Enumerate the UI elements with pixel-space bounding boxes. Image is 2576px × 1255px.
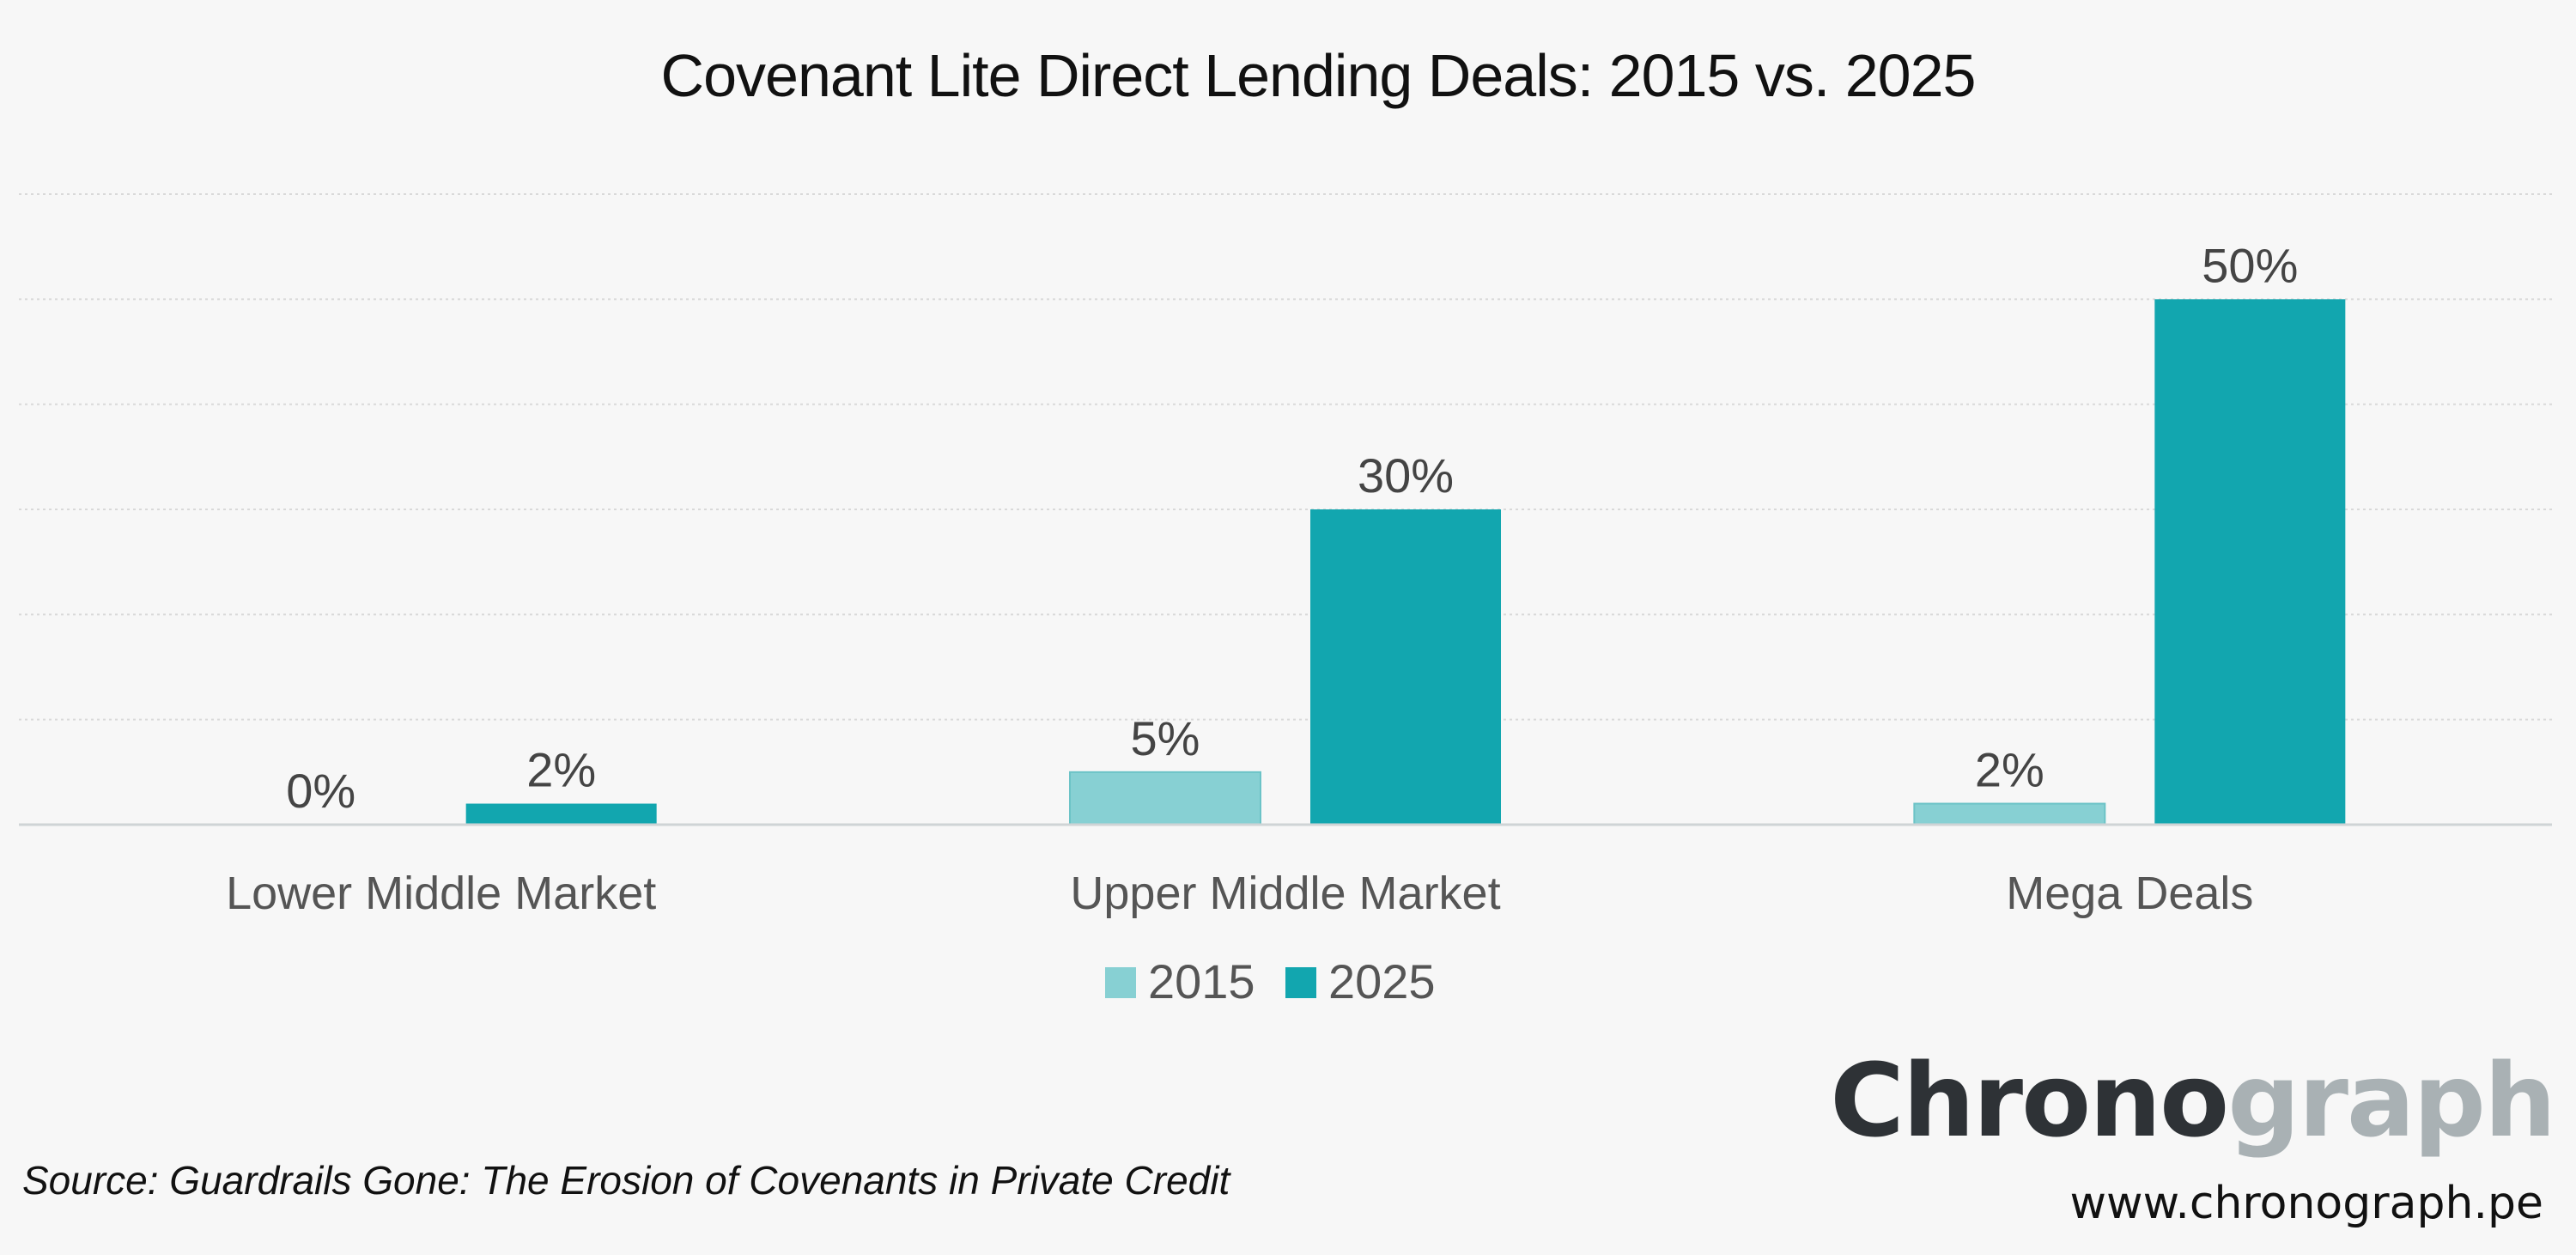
legend-label: 2025: [1328, 954, 1436, 1008]
legend-swatch: [1105, 967, 1136, 998]
data-label: 30%: [1358, 448, 1454, 503]
legend-swatch: [1285, 967, 1316, 998]
data-label: 5%: [1131, 711, 1200, 765]
legend-label: 2015: [1148, 954, 1255, 1008]
bars: [465, 299, 2346, 825]
value-labels: 0% 2% 5% 30% 2% 50%: [286, 238, 2298, 818]
category-label: Mega Deals: [2006, 868, 2253, 919]
bar: [1069, 771, 1261, 825]
bar: [2154, 299, 2346, 825]
category-label: Lower Middle Market: [226, 868, 656, 919]
legend: 2015 2025: [1105, 954, 1436, 1008]
data-label: 2%: [1975, 743, 2044, 797]
data-label: 0%: [286, 764, 355, 818]
gridlines: [19, 193, 2552, 721]
data-label: 50%: [2202, 238, 2298, 292]
bar: [1913, 802, 2106, 825]
bar: [1310, 509, 1501, 825]
website-url: www.chronograph.pe: [2070, 1178, 2543, 1229]
category-label: Upper Middle Market: [1070, 868, 1500, 919]
data-label: 2%: [526, 743, 596, 797]
category-labels: Lower Middle Market Upper Middle Market Me…: [226, 868, 2253, 919]
chronograph-logo: Chronograph: [1830, 1041, 2555, 1160]
logo-graph: graph: [2227, 1041, 2555, 1160]
bar: [465, 803, 657, 825]
chart-title: Covenant Lite Direct Lending Deals: 2015…: [661, 42, 1976, 109]
source-note: Source: Guardrails Gone: The Erosion of …: [22, 1158, 1231, 1203]
logo-chrono: Chrono: [1830, 1041, 2227, 1160]
